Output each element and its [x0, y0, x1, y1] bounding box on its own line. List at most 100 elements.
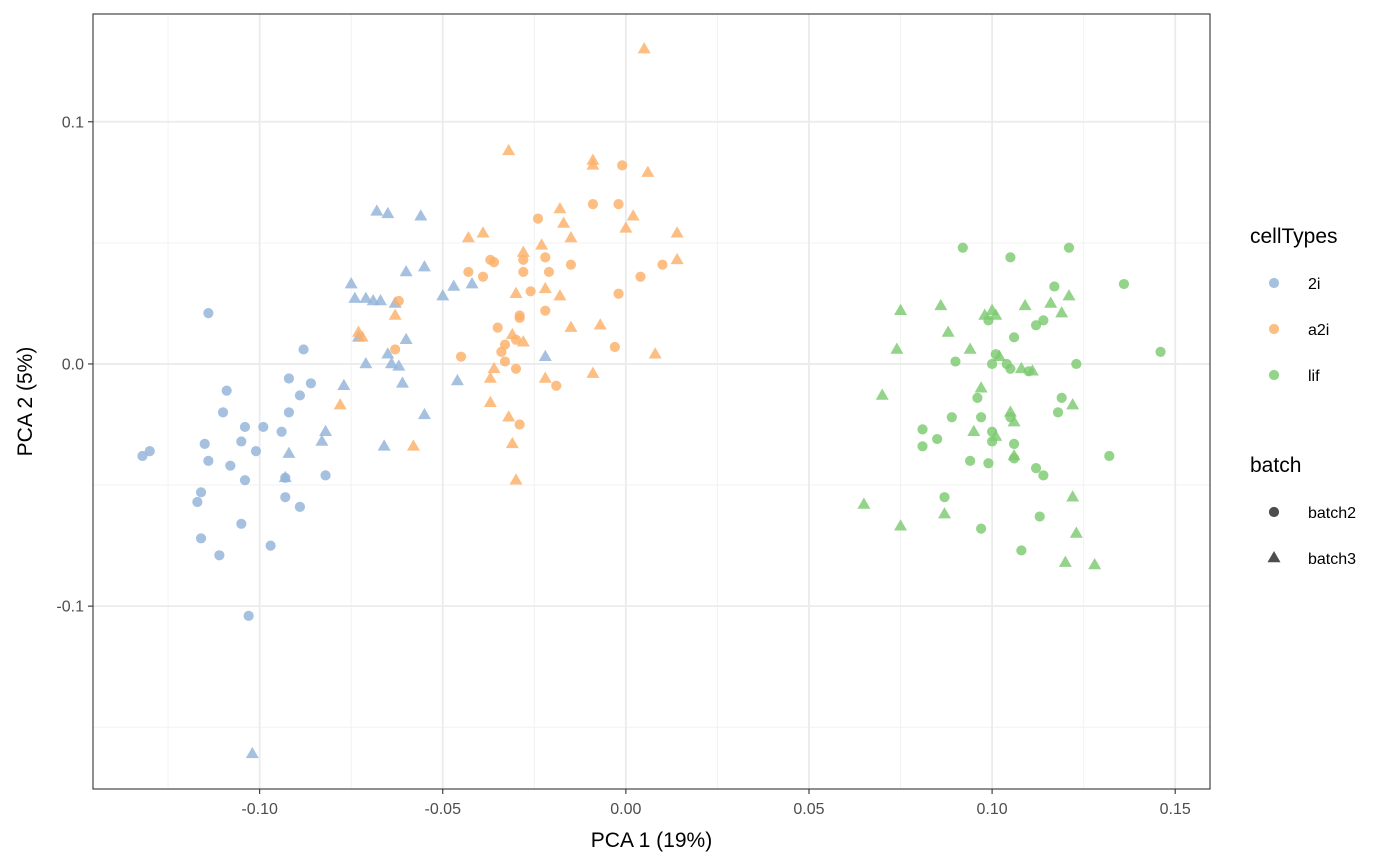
- point-2i-batch3: [395, 376, 409, 388]
- point-2i-batch3: [373, 294, 387, 306]
- point-lif-batch2: [983, 458, 994, 469]
- legend-label-batch2: batch2: [1308, 505, 1356, 522]
- point-lif-batch2: [1034, 511, 1045, 522]
- point-2i-batch3: [538, 349, 552, 361]
- point-lif-batch2: [950, 356, 961, 367]
- point-2i-batch2: [294, 390, 306, 401]
- point-2i-batch2: [239, 475, 251, 486]
- point-a2i-batch3: [461, 231, 475, 243]
- point-2i-batch2: [280, 492, 291, 503]
- legend-label-2i: 2i: [1308, 276, 1320, 293]
- point-2i-batch3: [447, 279, 461, 291]
- point-a2i-batch3: [641, 165, 655, 177]
- x-tick-label: -0.05: [425, 801, 462, 818]
- point-lif-batch2: [976, 412, 987, 423]
- point-lif-batch3: [1066, 398, 1080, 410]
- point-a2i-batch3: [406, 439, 420, 451]
- point-lif-batch3: [857, 497, 871, 509]
- point-2i-batch3: [282, 446, 296, 458]
- point-a2i-batch2: [565, 259, 577, 270]
- point-2i-batch2: [203, 308, 214, 319]
- point-a2i-batch3: [619, 221, 633, 233]
- x-tick-label: 0.05: [793, 801, 824, 818]
- point-2i-batch3: [399, 332, 413, 345]
- point-2i-batch2: [258, 421, 269, 433]
- point-a2i-batch3: [505, 436, 519, 449]
- legend-label-a2i: a2i: [1308, 322, 1329, 339]
- point-lif-batch3: [875, 388, 889, 400]
- point-lif-batch2: [1005, 363, 1016, 374]
- point-lif-batch3: [1014, 361, 1028, 374]
- y-axis-ticks: -0.1 0.0 0.1: [56, 114, 93, 616]
- legend-celltypes: cellTypes 2i a2i lif: [1250, 225, 1338, 385]
- x-tick-label: 0.15: [1160, 801, 1191, 818]
- point-2i-batch3: [414, 209, 428, 221]
- point-2i-batch2: [239, 421, 251, 433]
- point-lif-batch2: [1155, 346, 1166, 357]
- point-lif-batch3: [934, 298, 948, 311]
- point-2i-batch2: [283, 373, 295, 384]
- point-lif-batch2: [932, 433, 943, 445]
- point-a2i-batch2: [587, 199, 599, 210]
- point-2i-batch2: [294, 501, 306, 512]
- point-a2i-batch3: [502, 410, 516, 422]
- point-lif-batch2: [957, 242, 968, 253]
- point-2i-batch3: [381, 206, 395, 219]
- point-2i-batch3: [417, 260, 431, 272]
- point-a2i-batch3: [648, 347, 662, 359]
- point-2i-batch2: [276, 426, 287, 437]
- point-lif-batch2: [972, 392, 983, 403]
- point-2i-batch2: [243, 610, 254, 621]
- point-lif-batch2: [976, 523, 987, 534]
- point-lif-batch3: [963, 342, 977, 354]
- point-2i-batch3: [359, 291, 373, 303]
- point-lif-batch2: [1071, 358, 1082, 370]
- point-a2i-batch3: [538, 281, 552, 294]
- point-a2i-batch2: [455, 351, 467, 362]
- point-2i-batch2: [225, 460, 236, 471]
- point-lif-batch3: [967, 424, 981, 437]
- point-2i-batch2: [144, 446, 155, 457]
- point-2i-batch2: [203, 455, 214, 466]
- point-2i-batch3: [465, 277, 479, 289]
- point-a2i-batch3: [502, 143, 516, 156]
- x-axis-ticks: -0.10 -0.05 0.00 0.05 0.10 0.15: [241, 789, 1191, 818]
- point-a2i-batch3: [564, 320, 578, 332]
- point-2i-batch3: [278, 470, 292, 483]
- point-2i-batch2: [137, 450, 148, 462]
- point-lif-batch2: [1030, 320, 1042, 331]
- point-lif-batch3: [1058, 555, 1072, 567]
- point-a2i-batch2: [514, 312, 525, 324]
- point-a2i-batch3: [670, 226, 684, 238]
- point-a2i-batch2: [488, 257, 500, 268]
- grid-minor: [93, 14, 1210, 789]
- point-lif-batch2: [1104, 450, 1115, 462]
- point-2i-batch2: [236, 518, 247, 529]
- point-lif-batch3: [1066, 490, 1080, 502]
- point-lif-batch3: [989, 429, 1003, 441]
- point-a2i-batch3: [516, 245, 530, 257]
- point-a2i-batch3: [586, 158, 600, 170]
- point-a2i-batch2: [525, 286, 536, 297]
- legend-label-lif: lif: [1308, 368, 1320, 385]
- point-lif-batch2: [1038, 315, 1049, 326]
- point-a2i-batch3: [670, 252, 684, 265]
- legend-batch: batch batch2 batch3: [1250, 454, 1356, 568]
- point-lif-batch3: [1062, 289, 1076, 301]
- point-lif-batch2: [1063, 242, 1075, 253]
- legend-key-batch2: [1268, 506, 1280, 518]
- legend-key-a2i: [1268, 323, 1280, 335]
- point-a2i-batch2: [613, 199, 624, 210]
- point-2i-batch3: [315, 434, 329, 446]
- point-2i-batch2: [305, 378, 317, 389]
- point-a2i-batch3: [516, 335, 530, 347]
- point-a2i-batch3: [483, 395, 497, 407]
- point-a2i-batch2: [617, 160, 628, 171]
- point-a2i-batch3: [509, 286, 523, 299]
- point-a2i-batch2: [518, 266, 529, 278]
- point-a2i-batch3: [487, 361, 501, 374]
- point-a2i-batch2: [540, 252, 551, 263]
- point-lif-batch3: [1025, 364, 1039, 376]
- point-2i-batch2: [217, 407, 229, 418]
